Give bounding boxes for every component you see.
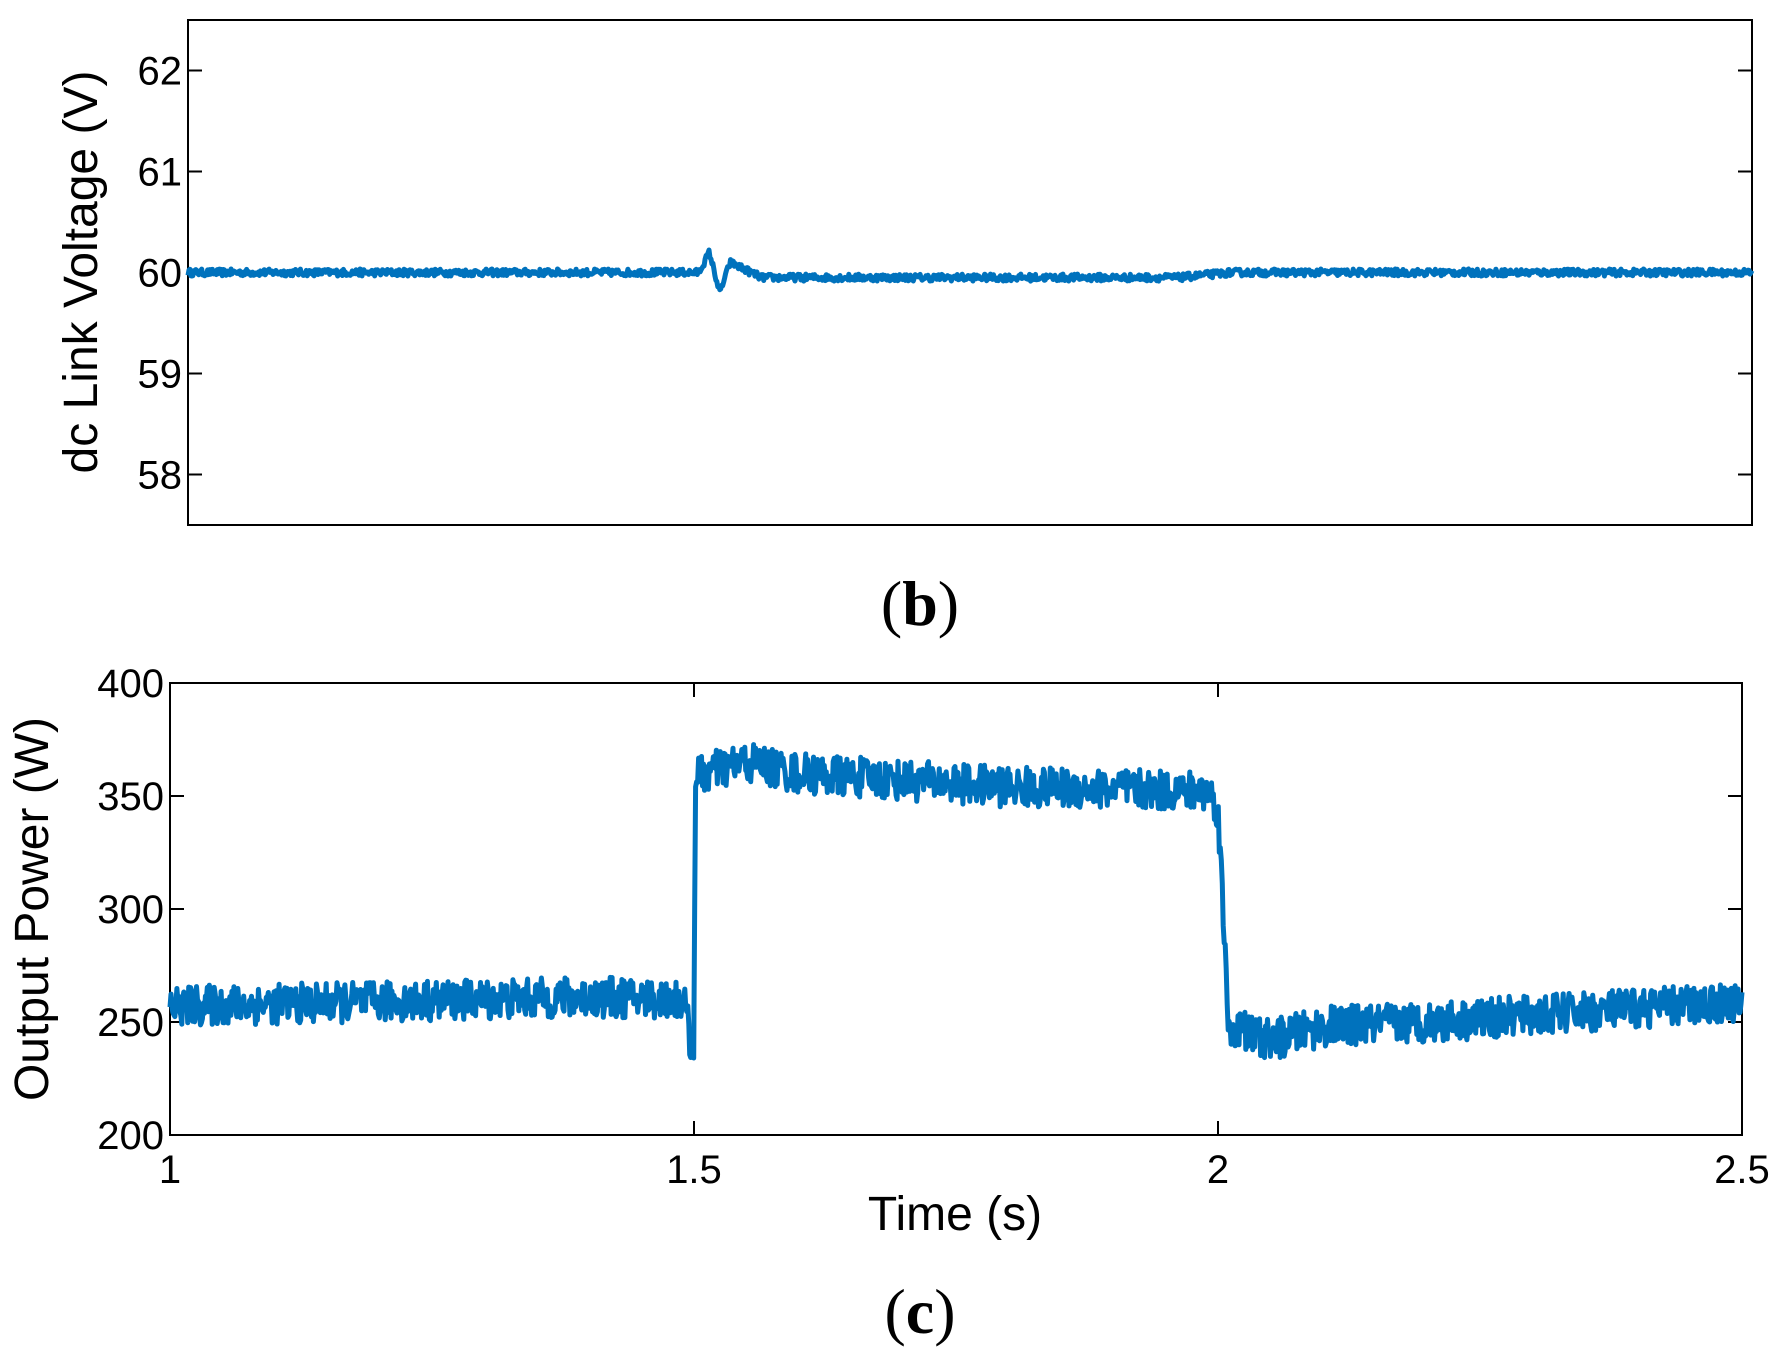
chart-panel-c: 200 250 300 350 400 1 1.5 2 2.5 Output Power (W… — [6, 662, 1770, 1347]
y-tick-label: 250 — [97, 1001, 164, 1045]
y-tick-label: 350 — [97, 775, 164, 819]
x-tick-label: 2.5 — [1714, 1148, 1770, 1192]
series-line — [167, 742, 1745, 1061]
x-ticks-c: 1 1.5 2 2.5 — [159, 683, 1770, 1192]
plot-frame-c — [169, 682, 1743, 1136]
series-b — [185, 247, 1755, 293]
panel-label-b: (b) — [881, 568, 959, 639]
y-tick-label: 400 — [97, 662, 164, 706]
x-axis-label-c: Time (s) — [868, 1188, 1042, 1241]
y-tick-label: 61 — [138, 151, 183, 195]
y-tick-label: 59 — [138, 353, 183, 397]
x-tick-label: 1 — [159, 1148, 181, 1192]
y-axis-label-b: dc Link Voltage (V) — [55, 71, 108, 474]
x-tick-label: 1.5 — [666, 1148, 722, 1192]
y-ticks-c: 200 250 300 350 400 — [97, 662, 1742, 1158]
y-axis-label-c: Output Power (W) — [6, 717, 59, 1101]
y-tick-label: 58 — [138, 454, 183, 498]
panel-label-c: (c) — [884, 1276, 955, 1347]
series-c — [167, 742, 1745, 1061]
series-line — [185, 247, 1755, 293]
y-tick-label: 200 — [97, 1114, 164, 1158]
x-tick-label: 2 — [1207, 1148, 1229, 1192]
y-tick-label: 62 — [138, 50, 183, 94]
chart-panel-b: 58 59 60 61 62 dc Link Voltage (V) (b) — [55, 19, 1755, 639]
y-tick-label: 60 — [138, 252, 183, 296]
y-tick-label: 300 — [97, 888, 164, 932]
